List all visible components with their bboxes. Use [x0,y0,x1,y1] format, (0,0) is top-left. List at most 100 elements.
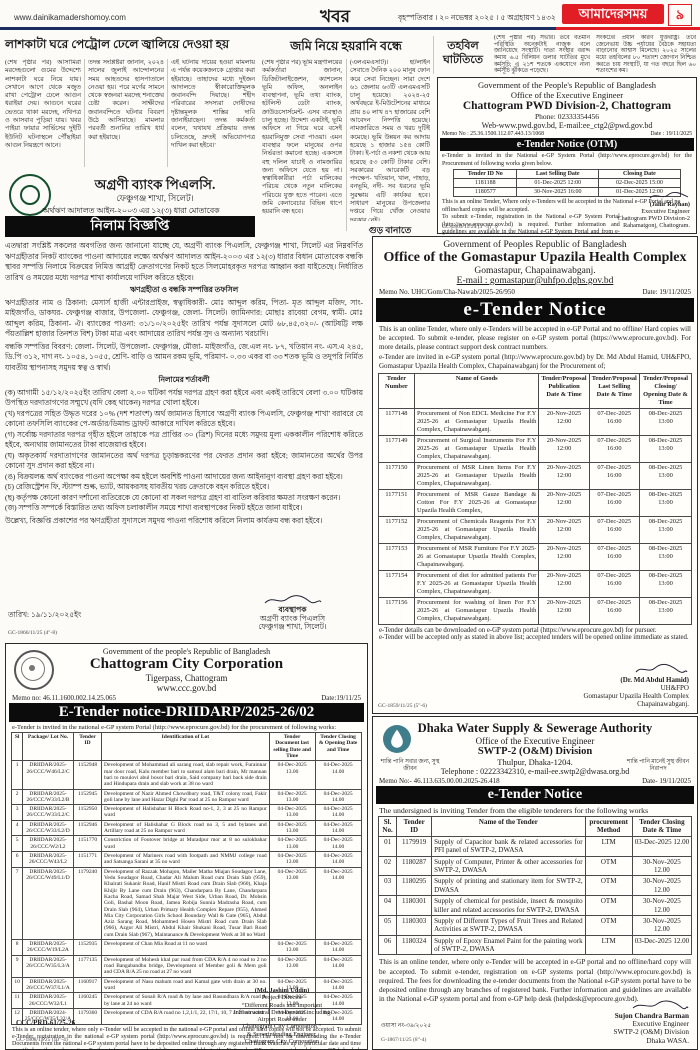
table-cell: 04-Dec-2025 14.00 [314,851,362,868]
table-cell: 07-Dec-2025 16:00 [588,489,640,518]
signature-icon [632,1000,689,1010]
ccc-seal-dot [29,665,35,671]
table-cell: 1179240 [73,866,103,941]
auction-paragraph: উল্লেখ্য, বিজ্ঞপ্তি প্রকাশের পর ঋণগ্রহীত… [5,515,323,525]
article-headline: জমি নিয়ে হয়রানি বন্ধে [290,39,402,53]
phone-line: Phone: 02333354456 [535,112,599,121]
wasa-slogan-left: শান্তি পানি সবার জন্য, সুস্থ জীবন [380,759,440,772]
table-cell: Development of Mohesh khal par road from… [101,954,270,978]
table-cell: 1180295 [396,875,433,897]
table-cell: 1 [11,760,23,790]
table-cell: DRIIDAR/2025-26/CCC/W43/L2 [21,851,75,868]
table-cell: 3 [11,804,23,821]
table-cell: Procurement of MSR Linen Items For F.Y 2… [413,462,540,491]
masthead-rule-red [556,27,700,30]
table-cell: 01-Dec-2025 12:00 [516,178,600,188]
table-cell: 04-Dec-2025 14.00 [314,835,362,852]
ccc-seal-logo [14,650,54,690]
table-cell: 08-Dec-2025 13:00 [638,570,693,599]
section-title: খবর [320,7,350,26]
table-cell: Supply of printing and stationary item f… [431,875,586,897]
table-cell: Development of Chan Mia Road at 11 no wa… [101,939,270,956]
authority-name: Dhaka Water Supply & Sewerage Authority [417,721,653,735]
table-cell: LTM [584,835,633,857]
table-cell: 5 [11,835,23,852]
table-row: 7 DRIIDAR/2025-26/CCC/W49/L1/D 1179240 Deve… [11,866,362,941]
pwd-tender-notice: Government of the People's Republic of B… [437,77,697,243]
table-cell: 6 [11,851,23,868]
table-cell: Procurement of Chemicals Reagents For F.… [413,516,540,545]
phone-line: Telephone : 02223342310, e-mail-ee.swtp2… [440,767,630,776]
article-subhead: গুড় বানাতে [368,225,412,235]
table-cell: 7 [11,866,23,941]
table-cell: Development of CDA R/A road no 1,2,1/1, … [101,1007,270,1025]
article-column: এই ঘটনায় দায়ের হওয়া মামলায় এ পর্যন্ত… [171,59,255,149]
table-cell: 1152948 [73,760,103,790]
table-body: 1 DRIIDAR/2025-26/CCC/W46/L2/C 1152948 Deve… [11,760,362,1025]
health-tender-notice: Government of Peoples Republic of Bangla… [372,236,698,714]
column-header: Tender/Proposal Closing/ Opening Date & … [638,373,693,410]
article-column: (শেষ পৃষ্ঠার পর) আসামিরা মরদেহগুলো গুমের… [5,59,81,149]
column-header: Tender ID [73,731,103,762]
page-number-badge: ৯ [668,4,692,26]
table-cell: 07-Dec-2025 16:00 [588,435,640,464]
column-divider [84,59,85,167]
table-cell: 1177149 [377,435,415,464]
pwd-signature: (Jahir Rayhan) Executive Engineer Chatto… [580,191,690,230]
table-cell: 9 [11,954,23,978]
table-row: 8 DRIIDAR/2025-26/CCC/W19/L2A 1152935 Devel… [11,939,362,956]
column-header: Tender ID No [453,169,518,179]
office-line: Office of the Executive Engineer [510,90,624,100]
table-cell: 02 [377,855,398,877]
ccc-ref-code: CCC/PRD-61/25-26 [16,1019,76,1027]
table-cell: Procurement of Non EDCL Medicine For F.Y… [413,408,540,437]
table-cell: 1180287 [396,855,433,877]
table-cell: 04 [377,895,398,916]
table-cell: 01-Dec-2025 12:00 [598,187,681,197]
table-cell: 04-Dec-2025 14.00 [314,866,362,941]
press-code: GC-1866/11/25 (4"-8) [8,630,57,636]
table-cell: OTM [584,914,633,936]
article-column: সংকটের প্রধান কারণ যুক্তরাষ্ট্র। তবে জেন… [596,35,696,75]
table-cell: 08-Dec-2025 13:00 [638,543,693,572]
health-intro1: This is an online Tender, where only e-T… [379,325,691,352]
table-cell: 04-Dec-2025 13.00 [268,851,316,868]
table-cell: Procurement of diet for admitted patient… [413,570,540,599]
auction-term: (ঘ) অকৃতকার্য দরদাতাগণের জামানতের অর্থ দ… [5,450,363,471]
column-divider [346,59,347,231]
table-cell: 07-Dec-2025 16:00 [588,408,640,437]
table-cell: 30-Nov-2025 12.00 [631,875,693,897]
table-row: 1181188 01-Dec-2025 12:00 02-Dec-2025 15:0… [453,178,681,188]
table-cell: 04-Dec-2025 14.00 [314,939,362,956]
article-column: তদন্ত সংশ্লিষ্টরা জানান, ২০২৪ সালের জুলা… [88,59,164,141]
memo-date: Date:19/11/25 [321,694,361,702]
table-cell: 04-Dec-2025 14.00 [314,804,362,821]
table-cell: DRIIDAR/2025-26/CCC/W33/L2/D [21,819,75,837]
table-header: Tender ID No Last Selling Date Closing D… [453,169,681,179]
table-cell: 1152950 [73,804,103,821]
table-row: 01 1179919 Supply of Capacitor bank & rela… [377,835,693,857]
article-column: (এলএমএসটি)। হটলাইন সেবাতে দৈনিক ২০০ মানু… [350,59,430,221]
table-header-row: Tender Number Name of Goods Tender/Propo… [377,373,693,410]
table-cell: OTM [584,855,633,877]
website-url: www.dainikamadershomoy.com [14,13,126,22]
table-row: 9 DRIIDAR/2025-26/CCC/W35/L3/A 1177135 Deve… [11,954,362,978]
bank-name: অগ্রণী ব্যাংক পিএলসি. [94,177,216,192]
table-cell: Procurement for washing of linen For F.Y… [413,597,540,626]
press-code: GC-1859/11/25 (5"-6) [378,703,427,709]
table-cell: 1180303 [396,914,433,936]
column-header: Package/ Lot No. [21,731,75,762]
table-cell: 04-Dec-2025 13.00 [268,866,316,941]
column-header: Closing Date [598,169,681,179]
press-code: G-1867/11/25 (8"-4) [381,1037,427,1043]
table-cell: Supply of chemical for pestiside, insect… [431,895,586,916]
memo-date: Date- 19/11/2025 [642,777,691,785]
wasa-intro: The undersigned is inviting Tender from … [379,806,649,815]
table-cell: Constriction of Footover bridge at Murad… [101,835,270,852]
column-header: procurement Method [584,816,633,837]
wasa-slogan-right: শান্তি পানি মানেই সুস্থ জীবন নিরাপদ [626,759,690,772]
table-cell: 1152946 [73,819,103,837]
table-body: 1181188 01-Dec-2025 12:00 02-Dec-2025 15:0… [453,178,681,197]
table-cell: 04-Dec-2025 14.00 [314,819,362,837]
table-cell: 04-Dec-2025 13.00 [268,804,316,821]
